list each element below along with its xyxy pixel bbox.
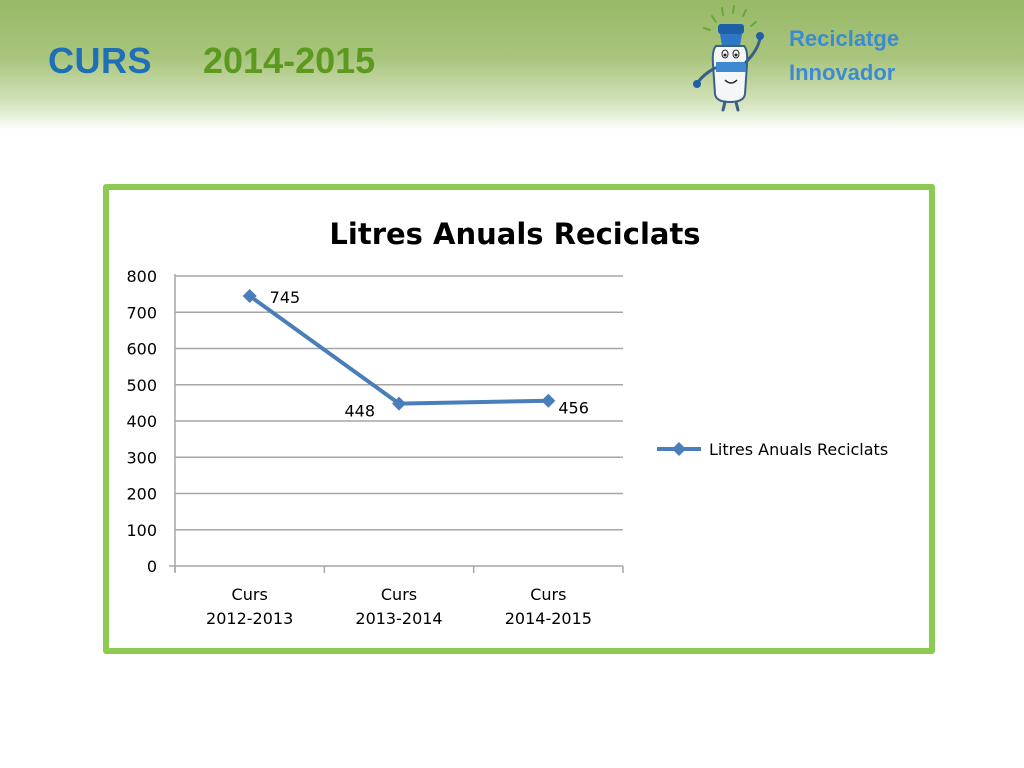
chart-series-layer [242,288,556,411]
chart-legend: Litres Anuals Reciclats [657,440,888,459]
x-category-label: Curs 2014-2015 [505,585,592,628]
y-tick-label: 500 [126,376,157,395]
y-tick-label: 0 [147,557,157,576]
logo-text-reciclatge: Reciclatge [789,26,900,51]
x-category-label: Curs 2012-2013 [206,585,293,628]
legend-label: Litres Anuals Reciclats [709,440,888,459]
y-tick-label: 600 [126,340,157,359]
line-chart: Litres Anuals Reciclats 0 100 200 300 400 500… [126,217,888,628]
slide-title-year: 2014-2015 [203,40,376,81]
data-point-marker [242,288,257,303]
x-category-label: Curs 2013-2014 [355,585,442,628]
y-tick-label: 800 [126,267,157,286]
chart-title: Litres Anuals Reciclats [329,217,700,251]
data-label: 456 [558,399,589,418]
chart-gridlines [175,275,623,531]
recycling-mascot-icon [693,5,764,112]
header-band [0,0,1024,130]
y-tick-label: 100 [126,521,157,540]
y-tick-label: 200 [126,485,157,504]
logo-text-innovador: Innovador [789,60,896,85]
y-tick-label: 700 [126,303,157,322]
chart-frame: Litres Anuals Reciclats 0 100 200 300 400 500… [103,184,935,654]
slide-title-curs: CURS [48,40,153,81]
data-label: 745 [270,288,301,307]
y-tick-label: 300 [126,448,157,467]
data-point-marker [541,393,556,408]
chart-labels-layer: 0 100 200 300 400 500 600 700 800 Curs 2012-2013 Cu… [126,267,591,628]
data-label: 448 [344,402,375,421]
legend-marker [672,442,686,456]
y-tick-label: 400 [126,412,157,431]
chart-axes [169,274,624,573]
data-point-marker [392,396,406,411]
